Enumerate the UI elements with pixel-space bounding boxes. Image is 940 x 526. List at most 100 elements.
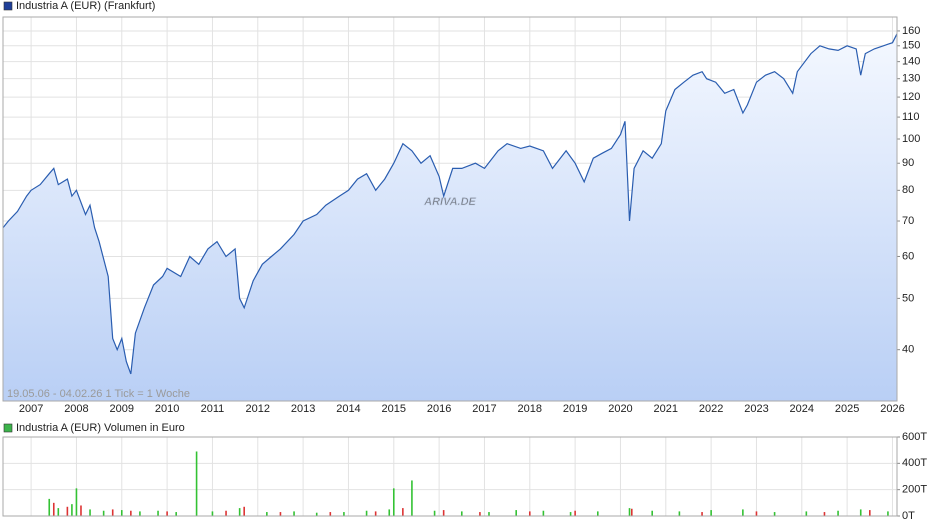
y-tick-label: 80 [902,184,914,196]
x-tick-label: 2024 [790,403,814,415]
volume-bar [195,451,198,516]
volume-bar [755,511,758,516]
volume-bar [71,504,73,516]
volume-bar [542,510,545,516]
x-tick-label: 2015 [382,403,406,415]
legend-swatch [3,1,13,11]
x-tick-label: 2008 [64,403,88,415]
x-tick-label: 2022 [699,403,723,415]
volume-bar [329,512,332,516]
volume-bar [102,510,105,516]
y-tick-label: 200T [902,484,927,496]
volume-bar [243,506,245,516]
volume-bar [80,505,82,516]
volume-bar [868,510,871,516]
volume-bar [837,510,839,516]
y-tick-label: 600T [902,431,927,443]
volume-bar [238,508,241,516]
volume-bar [211,511,214,516]
x-tick-label: 2011 [201,403,225,415]
volume-bar [89,509,91,516]
x-tick-label: 2013 [291,403,315,415]
volume-bar [365,510,368,516]
volume-bar [630,508,633,516]
y-tick-label: 400T [902,457,927,469]
y-tick-label: 110 [902,111,920,123]
volume-bar [388,509,391,516]
volume-bar [678,511,681,516]
x-tick-label: 2017 [472,403,496,415]
y-tick-label: 100 [902,133,920,145]
plot-frame [2,16,898,402]
volume-bar [710,510,712,516]
x-tick-label: 2007 [19,403,43,415]
y-tick-label: 70 [902,215,914,227]
volume-bar [742,509,744,516]
y-tick-label: 160 [902,25,920,37]
volume-bar [773,512,776,516]
volume-bar [48,498,51,516]
volume-bar [374,511,377,516]
x-tick-label: 2026 [880,403,904,415]
y-tick-label: 120 [902,91,920,103]
volume-bar [805,511,808,516]
volume-bar [139,511,141,516]
volume-bar [515,510,517,516]
price-line [2,33,898,375]
volume-bar [75,488,78,516]
volume-bar [859,509,862,516]
watermark: ARIVA.DE [423,196,476,208]
x-tick-label: 2016 [427,403,451,415]
area-fill [3,33,897,402]
y-tick-label: 0T [902,510,915,522]
volume-bar [596,511,599,516]
volume-bar [52,502,55,516]
y-tick-label: 50 [902,292,914,304]
volume-bar [225,510,227,516]
volume-bar [442,510,445,516]
legend-swatch [3,423,13,433]
volume-bar [460,511,463,516]
volume-bar [111,509,114,516]
x-tick-label: 2012 [246,403,270,415]
volume-bar [57,508,60,516]
volume-bar [120,510,123,516]
volume-bar [569,512,572,516]
y-tick-label: 90 [902,157,914,169]
volume-bar [528,511,531,516]
volume-bar [433,510,436,516]
x-tick-label: 2019 [563,403,587,415]
x-tick-label: 2023 [744,403,768,415]
volume-bar [166,511,168,516]
volume-bar [315,512,318,516]
volume-bar [130,510,132,516]
annotation: 19.05.06 - 04.02.26 1 Tick = 1 Woche [7,388,190,400]
volume-bar [411,480,413,516]
x-tick-label: 2020 [608,403,632,415]
x-tick-label: 2018 [518,403,542,415]
volume-bar [488,512,490,516]
volume-bar [628,508,631,516]
x-tick-label: 2009 [110,403,134,415]
volume-bar [701,512,703,516]
volume-bar [293,511,295,516]
volume-bar [157,510,159,516]
y-tick-label: 40 [902,344,914,356]
volume-bar [175,512,177,516]
y-tick-label: 140 [902,56,920,68]
volume-bar [343,512,345,516]
legend-label: Industria A (EUR) Volumen in Euro [16,422,185,434]
y-tick-label: 150 [902,40,920,52]
volume-bar [392,488,395,516]
volume-bar [887,511,889,516]
x-tick-label: 2014 [336,403,360,415]
x-tick-label: 2025 [835,403,859,415]
volume-bar [279,512,282,516]
volume-bar [66,506,69,516]
volume-bar [266,512,268,516]
x-tick-label: 2021 [654,403,678,415]
y-tick-label: 60 [902,250,914,262]
y-tick-label: 130 [902,73,920,85]
